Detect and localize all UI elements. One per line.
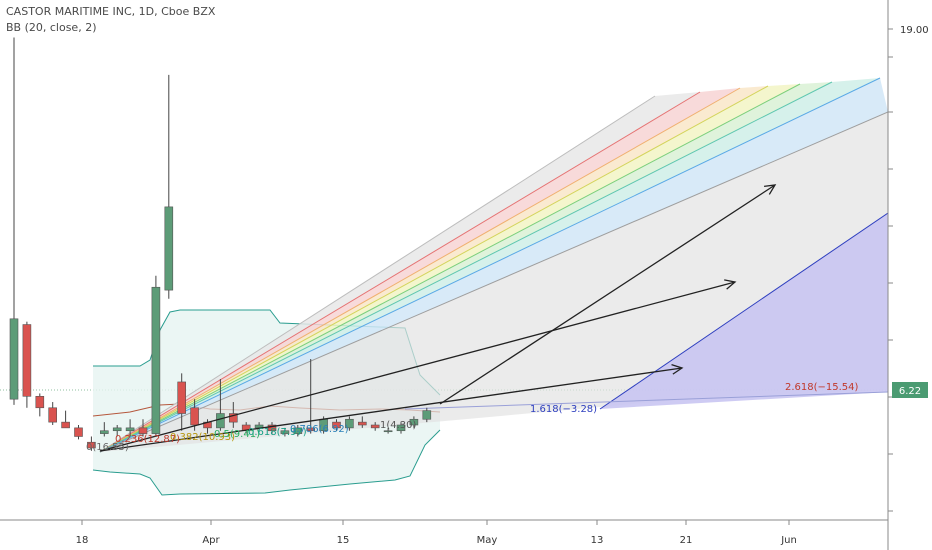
fan-band: [100, 78, 888, 452]
candle-body: [35, 395, 45, 409]
time-tick-label: Apr: [202, 535, 220, 546]
candle-body: [74, 427, 83, 437]
indicator-legend: BB (20, close, 2): [6, 21, 97, 34]
candlestick-series: [9, 37, 432, 451]
fib-label: 0.5(9.41): [214, 429, 260, 440]
candle-body: [293, 427, 303, 434]
candle-body: [177, 381, 186, 414]
candle-body: [48, 407, 58, 423]
fan-line: [599, 212, 888, 410]
fan-line: [99, 87, 741, 453]
fib-label: 1.618(−3.28): [530, 404, 597, 415]
candle-body: [216, 413, 225, 429]
candle-body: [306, 427, 316, 432]
fib-label: 0.618(7.97): [248, 427, 307, 438]
fib-label: 1(4.30): [380, 420, 417, 431]
fan-line: [99, 77, 881, 453]
candle-body: [332, 421, 341, 429]
fib-label: 2.618(−15.54): [785, 382, 859, 393]
fib-label: 0.786(6.92): [290, 424, 349, 435]
fib-speed-fan: [99, 77, 888, 453]
bb-lower-line: [92, 429, 441, 496]
fib-label: 0.382(10.93): [170, 432, 235, 443]
candle-body: [100, 430, 109, 434]
trend-arrow-mid: [99, 281, 736, 452]
candle-body: [138, 427, 148, 434]
symbol-title: CASTOR MARITIME INC, 1D, Cboe BZX: [6, 5, 216, 18]
fan-line: [99, 83, 801, 453]
candle-body: [409, 418, 419, 426]
candle-body: [87, 441, 96, 449]
candle-body: [164, 206, 174, 291]
candle-body: [422, 410, 432, 420]
candle-body: [370, 424, 380, 429]
fan-line: [404, 391, 888, 410]
candle-body: [151, 286, 161, 434]
trend-arrow-low-head: [671, 364, 684, 375]
time-tick-label: 18: [76, 535, 89, 546]
candle-body: [383, 430, 393, 433]
candle-body: [9, 318, 19, 400]
fan-line: [99, 111, 888, 453]
time-tick-label: 13: [591, 535, 604, 546]
trend-arrow-low: [99, 367, 683, 452]
candle-body: [396, 424, 406, 432]
trend-arrows: [99, 184, 777, 452]
trend-arrow-mid-head: [724, 279, 737, 290]
last-price-tag: [892, 382, 928, 398]
candle-body: [125, 427, 135, 432]
time-tick-label: Jun: [780, 535, 797, 546]
candle-body: [345, 418, 354, 429]
fib-labels: 0(16.55)0.236(12.87)0.382(10.93)0.5(9.41…: [86, 382, 859, 453]
trend-arrow-high-head: [764, 184, 777, 195]
trend-arrow-high: [439, 184, 776, 405]
candle-body: [357, 421, 367, 426]
candle-body: [61, 421, 70, 429]
time-tick-label: 15: [337, 535, 350, 546]
candle-body: [112, 427, 122, 432]
fan-line: [99, 95, 656, 453]
candle-body: [267, 424, 277, 432]
fib-label: 0.236(12.87): [115, 434, 180, 445]
candle-body: [229, 413, 238, 423]
fan-line: [99, 85, 769, 453]
candle-body: [280, 430, 290, 434]
fib-label: 0(16.55): [86, 442, 129, 453]
fan-line: [99, 91, 701, 453]
fan-line: [99, 81, 833, 453]
time-tick-label: 21: [680, 535, 693, 546]
time-tick-label: May: [477, 535, 498, 546]
candle-body: [22, 324, 32, 397]
chart-header: CASTOR MARITIME INC, 1D, Cboe BZX BB (20…: [6, 4, 215, 36]
price-tick-label: 19.00: [900, 25, 929, 36]
last-price-label: 6.22: [899, 386, 921, 397]
candle-body: [190, 407, 199, 426]
